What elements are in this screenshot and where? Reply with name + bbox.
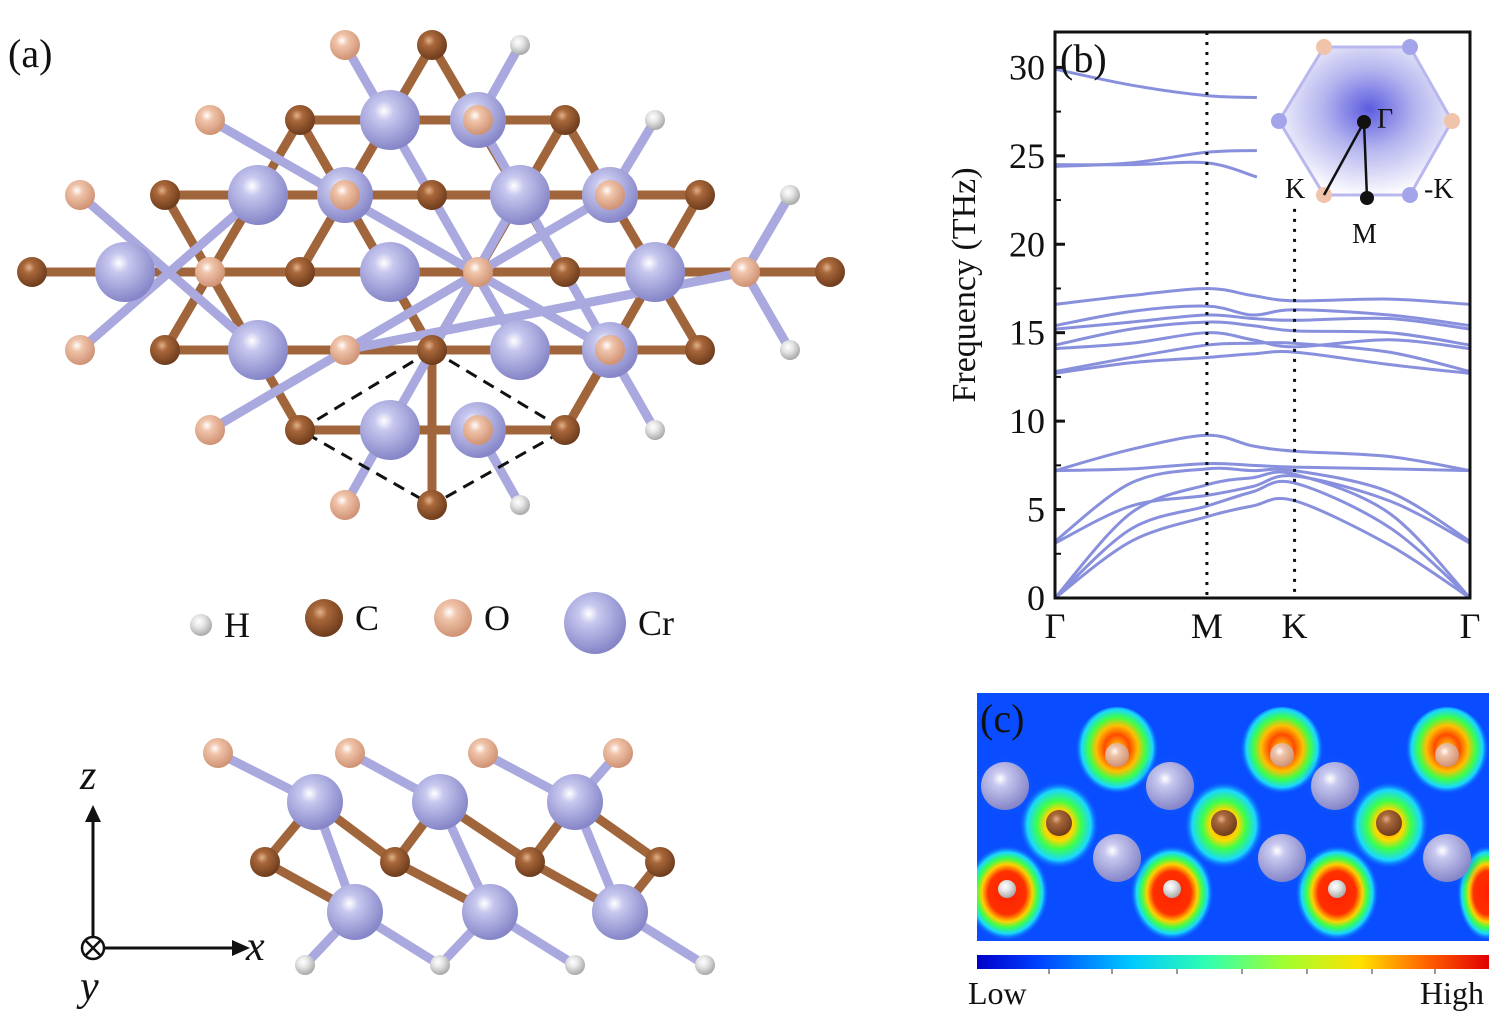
y-tick-label: 30 xyxy=(1009,47,1045,87)
band-line-8 xyxy=(1054,341,1471,374)
y-tick-label: 0 xyxy=(1027,578,1045,618)
plot-frame xyxy=(1053,30,1472,600)
charge-density-map xyxy=(977,693,1489,955)
band-line-12 xyxy=(1054,304,1471,328)
band-line-15 xyxy=(1054,160,1258,179)
legend-c: C xyxy=(303,597,379,639)
gamma-point-icon xyxy=(1357,115,1371,129)
x-tick-label: M xyxy=(1191,606,1223,646)
band-line-13 xyxy=(1054,286,1471,306)
band-line-2 xyxy=(1053,470,1472,600)
legend-cr-label: Cr xyxy=(638,603,674,643)
h-atom-icon xyxy=(190,614,212,636)
colorbar-low-label: Low xyxy=(968,975,1027,1011)
band-line-11 xyxy=(1054,313,1471,331)
phonon-band-chart: 0 5 10 15 20 25 30 Γ M K Γ Frequency (THz) xyxy=(946,30,1481,646)
brillouin-zone-inset xyxy=(1271,39,1460,205)
band-line-6 xyxy=(1054,433,1471,473)
axis-x-label: x xyxy=(246,924,265,970)
panel-a-label: (a) xyxy=(8,31,53,76)
o-atom-icon xyxy=(434,599,472,637)
y-tick-label: 10 xyxy=(1009,401,1045,441)
axis-z-label: z xyxy=(80,753,97,799)
bz-gamma-label: Γ xyxy=(1377,104,1394,135)
legend-cr: Cr xyxy=(562,590,674,656)
y-tick-label: 15 xyxy=(1009,313,1045,353)
legend-o-label: O xyxy=(484,598,510,638)
crystal-side-view xyxy=(203,738,715,975)
band-line-16 xyxy=(1054,67,1257,99)
band-line-10 xyxy=(1054,320,1471,347)
band-line-7 xyxy=(1054,350,1471,375)
legend-h-label: H xyxy=(224,605,250,645)
colorbar-high-label: High xyxy=(1420,975,1484,1011)
m-point-icon xyxy=(1360,191,1374,205)
atoms xyxy=(17,30,845,520)
legend-c-label: C xyxy=(355,598,380,638)
c-atom-icon xyxy=(305,599,343,637)
axis-triad xyxy=(80,805,250,961)
y-tick-label: 5 xyxy=(1027,490,1045,530)
bz-kneg-label: -K xyxy=(1424,174,1454,205)
legend-h: H xyxy=(188,604,250,646)
band-line-4 xyxy=(1054,466,1471,543)
x-tick-label: Γ xyxy=(1045,606,1066,646)
panel-c-label: (c) xyxy=(980,696,1025,741)
axis-y-label: y xyxy=(80,964,99,1010)
colorbar xyxy=(977,955,1489,974)
panel-b-label: (b) xyxy=(1060,36,1107,81)
band-line-9 xyxy=(1054,331,1471,351)
band-line-0 xyxy=(1054,496,1471,600)
band-line-1 xyxy=(1053,479,1471,600)
legend-o: O xyxy=(432,597,510,639)
bz-k-label: K xyxy=(1285,174,1306,205)
y-tick-label: 20 xyxy=(1009,224,1045,264)
y-axis-label: Frequency (THz) xyxy=(946,167,983,402)
bz-m-label: M xyxy=(1352,219,1377,250)
x-tick-label: Γ xyxy=(1460,606,1481,646)
cr-atom-icon xyxy=(564,592,626,654)
band-line-3 xyxy=(1054,474,1471,545)
y-tick-label: 25 xyxy=(1009,136,1045,176)
crystal-top-view xyxy=(17,30,845,520)
x-tick-label: K xyxy=(1282,606,1308,646)
band-line-5 xyxy=(1054,461,1471,473)
